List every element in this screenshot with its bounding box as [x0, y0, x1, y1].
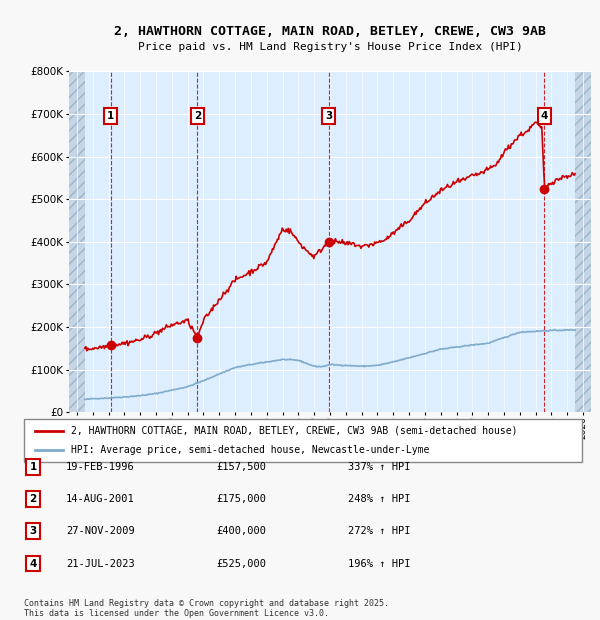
Text: 248% ↑ HPI: 248% ↑ HPI: [348, 494, 410, 504]
Text: 337% ↑ HPI: 337% ↑ HPI: [348, 462, 410, 472]
Text: 19-FEB-1996: 19-FEB-1996: [66, 462, 135, 472]
Text: 27-NOV-2009: 27-NOV-2009: [66, 526, 135, 536]
Text: £400,000: £400,000: [216, 526, 266, 536]
Text: 2, HAWTHORN COTTAGE, MAIN ROAD, BETLEY, CREWE, CW3 9AB (semi-detached house): 2, HAWTHORN COTTAGE, MAIN ROAD, BETLEY, …: [71, 426, 518, 436]
Text: £157,500: £157,500: [216, 462, 266, 472]
Text: 1: 1: [29, 462, 37, 472]
Text: 14-AUG-2001: 14-AUG-2001: [66, 494, 135, 504]
Text: £525,000: £525,000: [216, 559, 266, 569]
Text: 1: 1: [107, 110, 114, 121]
Text: 272% ↑ HPI: 272% ↑ HPI: [348, 526, 410, 536]
Bar: [69, 71, 85, 412]
Text: 196% ↑ HPI: 196% ↑ HPI: [348, 559, 410, 569]
Text: HPI: Average price, semi-detached house, Newcastle-under-Lyme: HPI: Average price, semi-detached house,…: [71, 445, 430, 454]
Text: 21-JUL-2023: 21-JUL-2023: [66, 559, 135, 569]
Bar: [575, 71, 591, 412]
Text: 3: 3: [325, 110, 332, 121]
Text: 4: 4: [541, 110, 548, 121]
FancyBboxPatch shape: [24, 418, 582, 462]
Text: 2, HAWTHORN COTTAGE, MAIN ROAD, BETLEY, CREWE, CW3 9AB: 2, HAWTHORN COTTAGE, MAIN ROAD, BETLEY, …: [114, 25, 546, 38]
Text: 3: 3: [29, 526, 37, 536]
Text: £175,000: £175,000: [216, 494, 266, 504]
Text: Contains HM Land Registry data © Crown copyright and database right 2025.
This d: Contains HM Land Registry data © Crown c…: [24, 599, 389, 618]
Text: Price paid vs. HM Land Registry's House Price Index (HPI): Price paid vs. HM Land Registry's House …: [137, 42, 523, 52]
Text: 4: 4: [29, 559, 37, 569]
Text: 2: 2: [194, 110, 201, 121]
Text: 2: 2: [29, 494, 37, 504]
